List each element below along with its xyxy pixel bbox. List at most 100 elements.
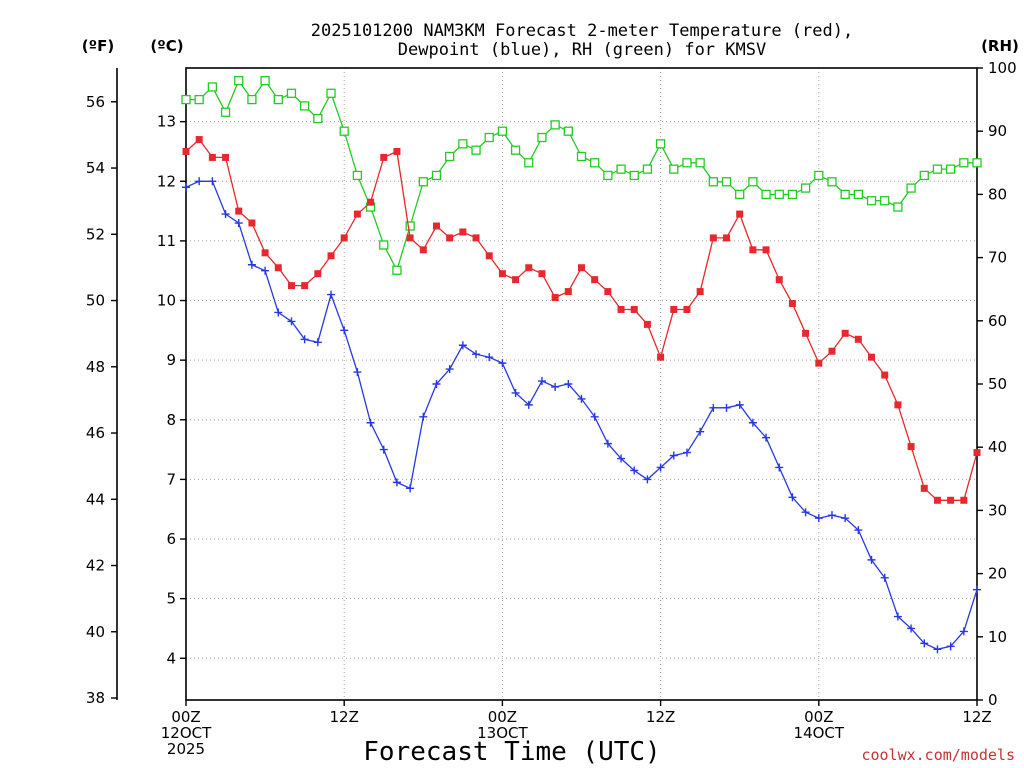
relative-humidity-point bbox=[313, 113, 323, 124]
dewpoint-point bbox=[577, 394, 586, 403]
fahrenheit-tick-label: 38 bbox=[86, 689, 105, 707]
temperature-point bbox=[723, 234, 731, 242]
temperature-series bbox=[182, 136, 981, 504]
relative-humidity-point bbox=[431, 170, 442, 181]
dewpoint-point bbox=[379, 445, 388, 454]
relative-humidity-point bbox=[972, 158, 982, 168]
temperature-point bbox=[287, 282, 295, 290]
relative-humidity-point bbox=[774, 189, 784, 200]
dewpoint-point bbox=[590, 412, 599, 421]
celsius-unit-label: (ºC) bbox=[150, 37, 183, 55]
dewpoint-point bbox=[959, 627, 968, 636]
dewpoint-point bbox=[511, 388, 520, 397]
relative-humidity-point bbox=[945, 164, 956, 174]
temperature-point bbox=[182, 147, 190, 155]
temperature-point bbox=[564, 288, 572, 296]
temperature-point bbox=[485, 252, 493, 260]
temperature-point bbox=[591, 276, 599, 284]
dewpoint-point bbox=[814, 514, 823, 523]
relative-humidity-point bbox=[576, 151, 587, 162]
relative-humidity-point bbox=[629, 170, 639, 181]
fahrenheit-axis: 38 40 42 44 46 48 50 52 54 56 bbox=[86, 93, 117, 707]
temperature-point bbox=[617, 305, 625, 313]
dewpoint-point bbox=[432, 380, 441, 388]
temperature-point bbox=[380, 153, 388, 161]
relative-humidity-point bbox=[669, 164, 679, 174]
rh-series bbox=[181, 75, 982, 275]
fahrenheit-tick-label: 50 bbox=[86, 292, 105, 310]
relative-humidity-point bbox=[853, 189, 863, 200]
temperature-point bbox=[551, 294, 559, 302]
dewpoint-point bbox=[353, 368, 362, 377]
relative-humidity-point bbox=[550, 120, 560, 130]
fahrenheit-tick-label: 46 bbox=[86, 424, 105, 442]
relative-humidity-point bbox=[721, 177, 732, 187]
relative-humidity-point bbox=[642, 164, 653, 174]
dewpoint-point bbox=[419, 412, 428, 421]
time-tick-label: 00Z bbox=[488, 708, 517, 726]
dewpoint-point bbox=[537, 377, 546, 386]
dewpoint-point bbox=[893, 612, 902, 621]
relative-humidity-point bbox=[524, 158, 534, 168]
relative-humidity-point bbox=[919, 170, 929, 181]
dewpoint-point bbox=[669, 451, 678, 460]
dewpoint-point bbox=[735, 400, 744, 409]
relative-humidity-point bbox=[220, 107, 231, 117]
time-tick-label: 14OCT bbox=[794, 724, 845, 742]
temperature-point bbox=[446, 234, 454, 242]
rh-tick-label: 10 bbox=[988, 628, 1007, 646]
dewpoint-point bbox=[880, 573, 889, 582]
relative-humidity-point bbox=[247, 94, 257, 105]
fahrenheit-tick-label: 42 bbox=[86, 557, 105, 575]
temperature-point bbox=[630, 305, 638, 313]
celsius-tick-label: 5 bbox=[166, 590, 176, 608]
time-tick-label: 00Z bbox=[804, 708, 833, 726]
credit-link[interactable]: coolwx.com/models bbox=[861, 746, 1015, 764]
temperature-point bbox=[973, 449, 981, 457]
dewpoint-series bbox=[182, 177, 981, 654]
dewpoint-point bbox=[617, 454, 626, 463]
dewpoint-point bbox=[300, 335, 309, 344]
dewpoint-point bbox=[841, 514, 850, 523]
celsius-tick-label: 6 bbox=[166, 530, 176, 548]
temperature-point bbox=[340, 234, 348, 242]
relative-humidity-point bbox=[418, 177, 428, 187]
gridlines bbox=[186, 68, 977, 700]
temperature-point bbox=[933, 496, 941, 504]
relative-humidity-point bbox=[458, 139, 468, 149]
rh-tick-label: 80 bbox=[988, 185, 1007, 203]
temperature-point bbox=[960, 496, 968, 504]
rh-axis: 0 10 20 30 40 50 60 70 80 90 100 bbox=[977, 59, 1017, 709]
dewpoint-point bbox=[247, 260, 256, 269]
relative-humidity-point bbox=[695, 158, 705, 168]
dewpoint-point bbox=[946, 642, 955, 651]
temperature-point bbox=[314, 270, 322, 278]
fahrenheit-unit-label: (ºF) bbox=[82, 37, 114, 55]
temperature-point bbox=[894, 401, 902, 409]
dewpoint-point bbox=[722, 403, 731, 412]
temperature-point bbox=[208, 153, 216, 161]
temperature-point bbox=[881, 371, 889, 379]
chart-title-line-2: Dewpoint (blue), RH (green) for KMSV bbox=[398, 40, 766, 60]
relative-humidity-point bbox=[181, 94, 191, 105]
relative-humidity-point bbox=[471, 145, 481, 155]
rh-tick-label: 40 bbox=[988, 438, 1007, 456]
relative-humidity-point bbox=[880, 196, 890, 206]
temperature-point bbox=[525, 264, 533, 272]
celsius-tick-label: 12 bbox=[157, 172, 176, 190]
rh-tick-label: 70 bbox=[988, 249, 1007, 267]
dewpoint-point bbox=[788, 493, 797, 502]
relative-humidity-point bbox=[392, 265, 402, 275]
dewpoint-point bbox=[656, 463, 665, 472]
relative-humidity-point bbox=[603, 170, 613, 181]
dewpoint-point bbox=[867, 555, 876, 564]
rh-tick-label: 90 bbox=[988, 122, 1007, 140]
relative-humidity-point bbox=[379, 240, 389, 250]
dewpoint-point bbox=[327, 290, 336, 299]
relative-humidity-point bbox=[906, 183, 916, 193]
temperature-point bbox=[248, 219, 256, 227]
temperature-point bbox=[643, 320, 651, 328]
dewpoint-point bbox=[762, 433, 771, 442]
time-tick-label: 12Z bbox=[646, 708, 675, 726]
rh-tick-label: 30 bbox=[988, 501, 1007, 519]
